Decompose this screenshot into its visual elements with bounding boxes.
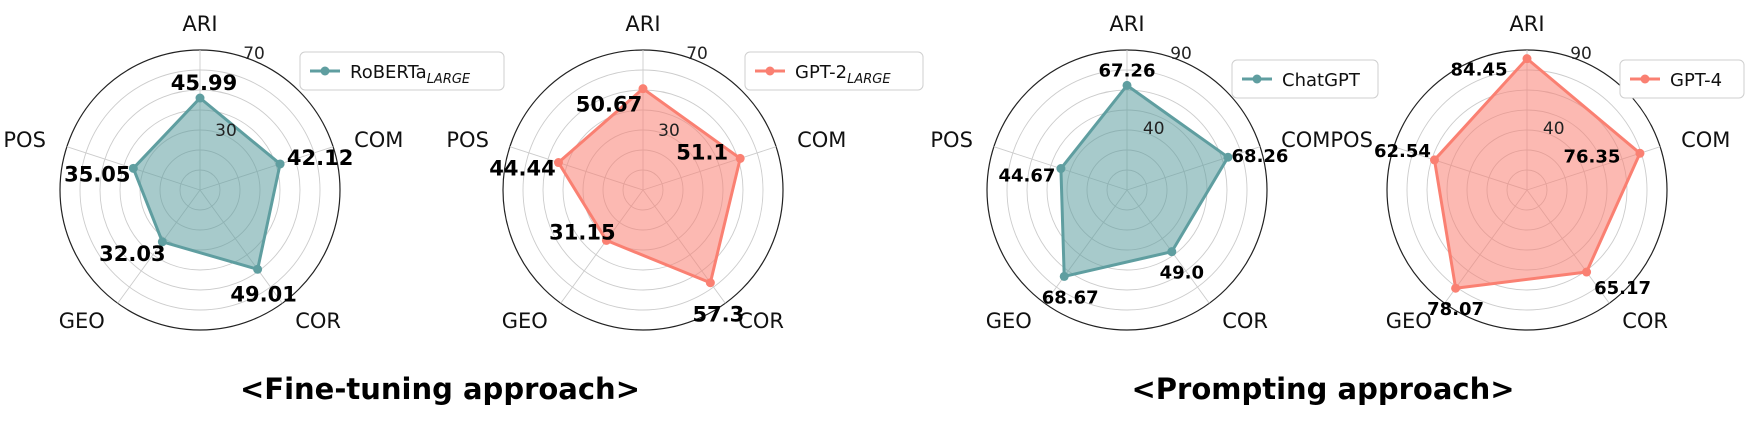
axis-label-cor: COR	[295, 309, 341, 333]
legend: RoBERTaLARGE	[299, 51, 505, 91]
axis-label-geo: GEO	[986, 309, 1032, 333]
data-label: 49.01	[230, 282, 296, 306]
radial-tick-label: 90	[1170, 44, 1192, 64]
radial-tick-label: 30	[658, 121, 680, 141]
radar-chart-1: 30 70 ARI COM COR GEO POS 45.99 42.12 49.01 32.03 3…	[3, 12, 505, 333]
axis-label-geo: GEO	[59, 309, 105, 333]
data-point	[735, 153, 745, 163]
legend-label: RoBERTaLARGE	[350, 62, 471, 87]
data-label: 67.26	[1099, 60, 1156, 81]
data-label: 45.99	[171, 71, 237, 95]
legend-label: GPT-4	[1670, 70, 1722, 91]
axis-label-cor: COR	[1622, 309, 1668, 333]
legend: ChatGPT	[1231, 59, 1379, 99]
axis-label-pos: POS	[3, 128, 46, 152]
legend-marker	[1640, 74, 1650, 84]
axis-label-pos: POS	[1330, 128, 1373, 152]
radial-tick-label: 90	[1570, 44, 1592, 64]
axis-label-com: COM	[1281, 128, 1330, 152]
axis-label-geo: GEO	[1386, 309, 1432, 333]
legend-box	[1619, 59, 1745, 99]
data-label: 84.45	[1451, 60, 1508, 81]
data-label: 62.54	[1374, 141, 1431, 162]
series-area	[556, 87, 742, 285]
radar-chart-4: 40 90 ARI COM COR GEO POS 84.45 76.35 65.17 78.07 6…	[1330, 12, 1745, 333]
data-point	[1056, 164, 1066, 174]
data-label: 78.07	[1427, 299, 1484, 320]
legend-marker	[765, 66, 775, 76]
legend-box	[1231, 59, 1379, 99]
axis-label-pos: POS	[446, 128, 489, 152]
data-point	[1059, 271, 1069, 281]
axis-label-pos: POS	[930, 128, 973, 152]
axis-label-com: COM	[797, 128, 846, 152]
axis-label-cor: COR	[1222, 309, 1268, 333]
data-point	[1223, 152, 1233, 162]
legend-marker	[320, 66, 330, 76]
axis-label-geo: GEO	[502, 309, 548, 333]
data-label: 44.67	[998, 166, 1055, 187]
data-point	[275, 159, 285, 169]
data-label: 31.15	[549, 220, 615, 244]
data-label: 68.67	[1042, 287, 1099, 308]
data-label: 65.17	[1594, 278, 1651, 299]
data-point	[705, 278, 715, 288]
series-area	[131, 96, 282, 271]
data-point	[1429, 155, 1439, 165]
caption-fine-tuning: <Fine-tuning approach>	[239, 372, 641, 406]
data-point	[601, 235, 611, 245]
data-point	[253, 264, 263, 274]
series-area	[1059, 83, 1230, 278]
axis-label-ari: ARI	[625, 12, 660, 36]
axis-label-com: COM	[1681, 128, 1730, 152]
data-label: 68.26	[1232, 146, 1289, 167]
data-label: 35.05	[64, 162, 130, 186]
data-point	[1635, 148, 1645, 158]
legend: GPT-4	[1619, 59, 1745, 99]
axis-label-com: COM	[354, 128, 403, 152]
axis-label-cor: COR	[738, 309, 784, 333]
data-point	[128, 163, 138, 173]
data-point	[195, 93, 205, 103]
legend: GPT-2LARGE	[744, 51, 924, 91]
radial-tick-label: 70	[686, 44, 708, 64]
data-label: 44.44	[489, 157, 555, 181]
data-point	[1167, 247, 1177, 257]
legend-box	[744, 51, 924, 91]
legend-label: GPT-2LARGE	[795, 62, 891, 87]
caption-prompting: <Prompting approach>	[1131, 372, 1515, 406]
radial-tick-label: 30	[215, 121, 237, 141]
data-label: 42.12	[287, 146, 353, 170]
legend-marker	[1252, 74, 1262, 84]
axis-label-ari: ARI	[1509, 12, 1544, 36]
data-point	[1582, 267, 1592, 277]
radar-chart-2: 30 70 ARI COM COR GEO POS 50.67 51.1 57.3 31.15 44.…	[446, 12, 924, 333]
data-point	[1522, 54, 1532, 64]
radar-chart-3: 40 90 ARI COM COR GEO POS 67.26 68.26 49.0 68.67 44…	[930, 12, 1379, 333]
legend-box	[299, 51, 505, 91]
radial-tick-label: 70	[243, 44, 265, 64]
data-point	[1451, 283, 1461, 293]
axis-label-ari: ARI	[1109, 12, 1144, 36]
data-label: 50.67	[576, 93, 642, 117]
data-point	[553, 158, 563, 168]
data-point	[638, 84, 648, 94]
radial-tick-label: 40	[1543, 119, 1565, 139]
axis-label-ari: ARI	[182, 12, 217, 36]
data-label: 57.3	[692, 303, 744, 327]
data-label: 49.0	[1160, 263, 1204, 284]
data-point	[157, 237, 167, 247]
data-label: 32.03	[99, 242, 165, 266]
legend-label: ChatGPT	[1282, 70, 1361, 91]
series-area	[1432, 57, 1642, 290]
data-label: 51.1	[676, 140, 728, 164]
radial-tick-label: 40	[1143, 119, 1165, 139]
data-label: 76.35	[1563, 146, 1620, 167]
data-point	[1122, 80, 1132, 90]
